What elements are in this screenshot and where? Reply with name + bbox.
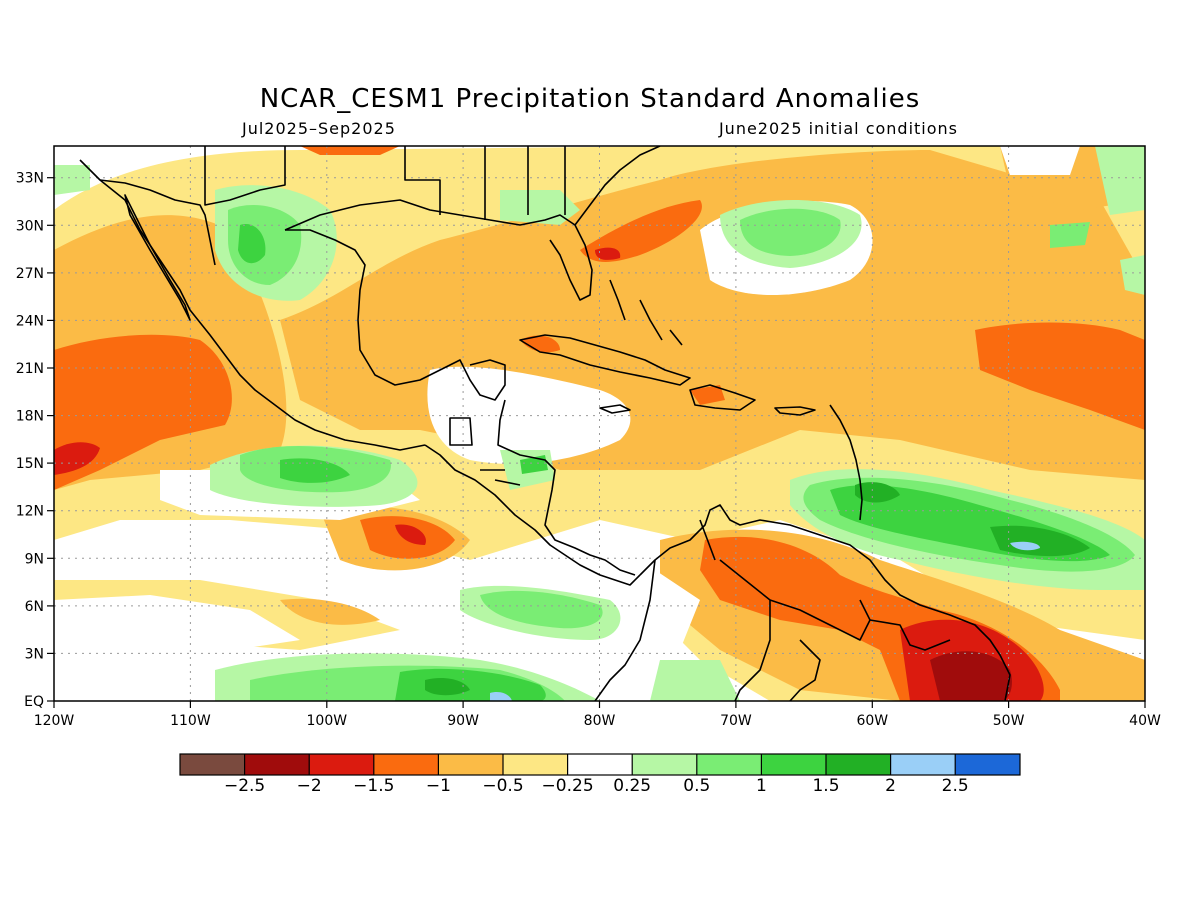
lat-tick-label: 6N bbox=[25, 599, 44, 615]
colorbar-swatch bbox=[955, 754, 1020, 775]
colorbar-swatch bbox=[761, 754, 826, 775]
colorbar-swatch bbox=[503, 754, 568, 775]
lon-tick-label: 60W bbox=[856, 713, 888, 729]
init-subtitle: June2025 initial conditions bbox=[718, 119, 958, 138]
colorbar-swatch bbox=[180, 754, 245, 775]
lat-tick-label: 12N bbox=[16, 504, 44, 520]
colorbar-swatch bbox=[826, 754, 891, 775]
colorbar-label: −0.25 bbox=[541, 776, 594, 796]
lat-tick-label: 30N bbox=[16, 218, 44, 234]
colorbar-label: −1.5 bbox=[353, 776, 395, 796]
lat-tick-label: 21N bbox=[16, 361, 44, 377]
colorbar-label: 1.5 bbox=[812, 776, 840, 796]
lon-tick-label: 100W bbox=[307, 713, 348, 729]
colorbar-swatch bbox=[567, 754, 633, 775]
lon-tick-label: 50W bbox=[993, 713, 1025, 729]
lon-tick-label: 120W bbox=[34, 713, 75, 729]
lon-tick-label: 40W bbox=[1129, 713, 1161, 729]
colorbar bbox=[179, 753, 1021, 776]
colorbar-swatch bbox=[438, 754, 503, 775]
colorbar-label: 2 bbox=[885, 776, 897, 796]
lat-tick-label: 24N bbox=[16, 313, 44, 329]
grid-lines bbox=[54, 146, 1145, 701]
lat-tick-label: 18N bbox=[16, 409, 44, 425]
lat-tick-label: EQ bbox=[24, 694, 44, 710]
colorbar-swatch bbox=[696, 754, 762, 775]
colorbar-label: 0.25 bbox=[613, 776, 652, 796]
lon-tick-label: 80W bbox=[584, 713, 616, 729]
tick-marks bbox=[47, 177, 1146, 708]
lon-tick-label: 70W bbox=[720, 713, 752, 729]
colorbar-label: −2.5 bbox=[223, 776, 266, 796]
lat-tick-label: 33N bbox=[16, 171, 44, 187]
colorbar-label: 1 bbox=[755, 776, 767, 796]
lon-tick-label: 90W bbox=[447, 713, 479, 729]
latitude-labels: EQ 3N 6N 9N 12N 15N 18N 21N 24N 27N 30N … bbox=[16, 171, 44, 710]
lat-tick-label: 15N bbox=[16, 456, 44, 472]
longitude-labels: 120W 110W 100W 90W 80W 70W 60W 50W 40W bbox=[34, 713, 1161, 729]
colorbar-label: −1 bbox=[425, 776, 451, 796]
anomaly-field bbox=[54, 146, 1145, 701]
colorbar-label: −2 bbox=[296, 776, 322, 796]
colorbar-swatch bbox=[890, 754, 956, 775]
coastlines bbox=[79, 146, 1011, 701]
map-title: NCAR_CESM1 Precipitation Standard Anomal… bbox=[259, 84, 921, 114]
lat-tick-label: 9N bbox=[25, 551, 44, 567]
lat-tick-label: 3N bbox=[25, 646, 44, 662]
colorbar-label: −0.5 bbox=[482, 776, 524, 796]
colorbar-swatch bbox=[632, 754, 697, 775]
colorbar-label: 2.5 bbox=[941, 776, 969, 796]
colorbar-swatch bbox=[309, 754, 374, 775]
lon-tick-label: 110W bbox=[170, 713, 211, 729]
colorbar-swatch bbox=[373, 754, 439, 775]
season-subtitle: Jul2025–Sep2025 bbox=[242, 119, 396, 138]
lat-tick-label: 27N bbox=[16, 266, 44, 282]
colorbar-swatch bbox=[244, 754, 310, 775]
colorbar-label: 0.5 bbox=[683, 776, 711, 796]
